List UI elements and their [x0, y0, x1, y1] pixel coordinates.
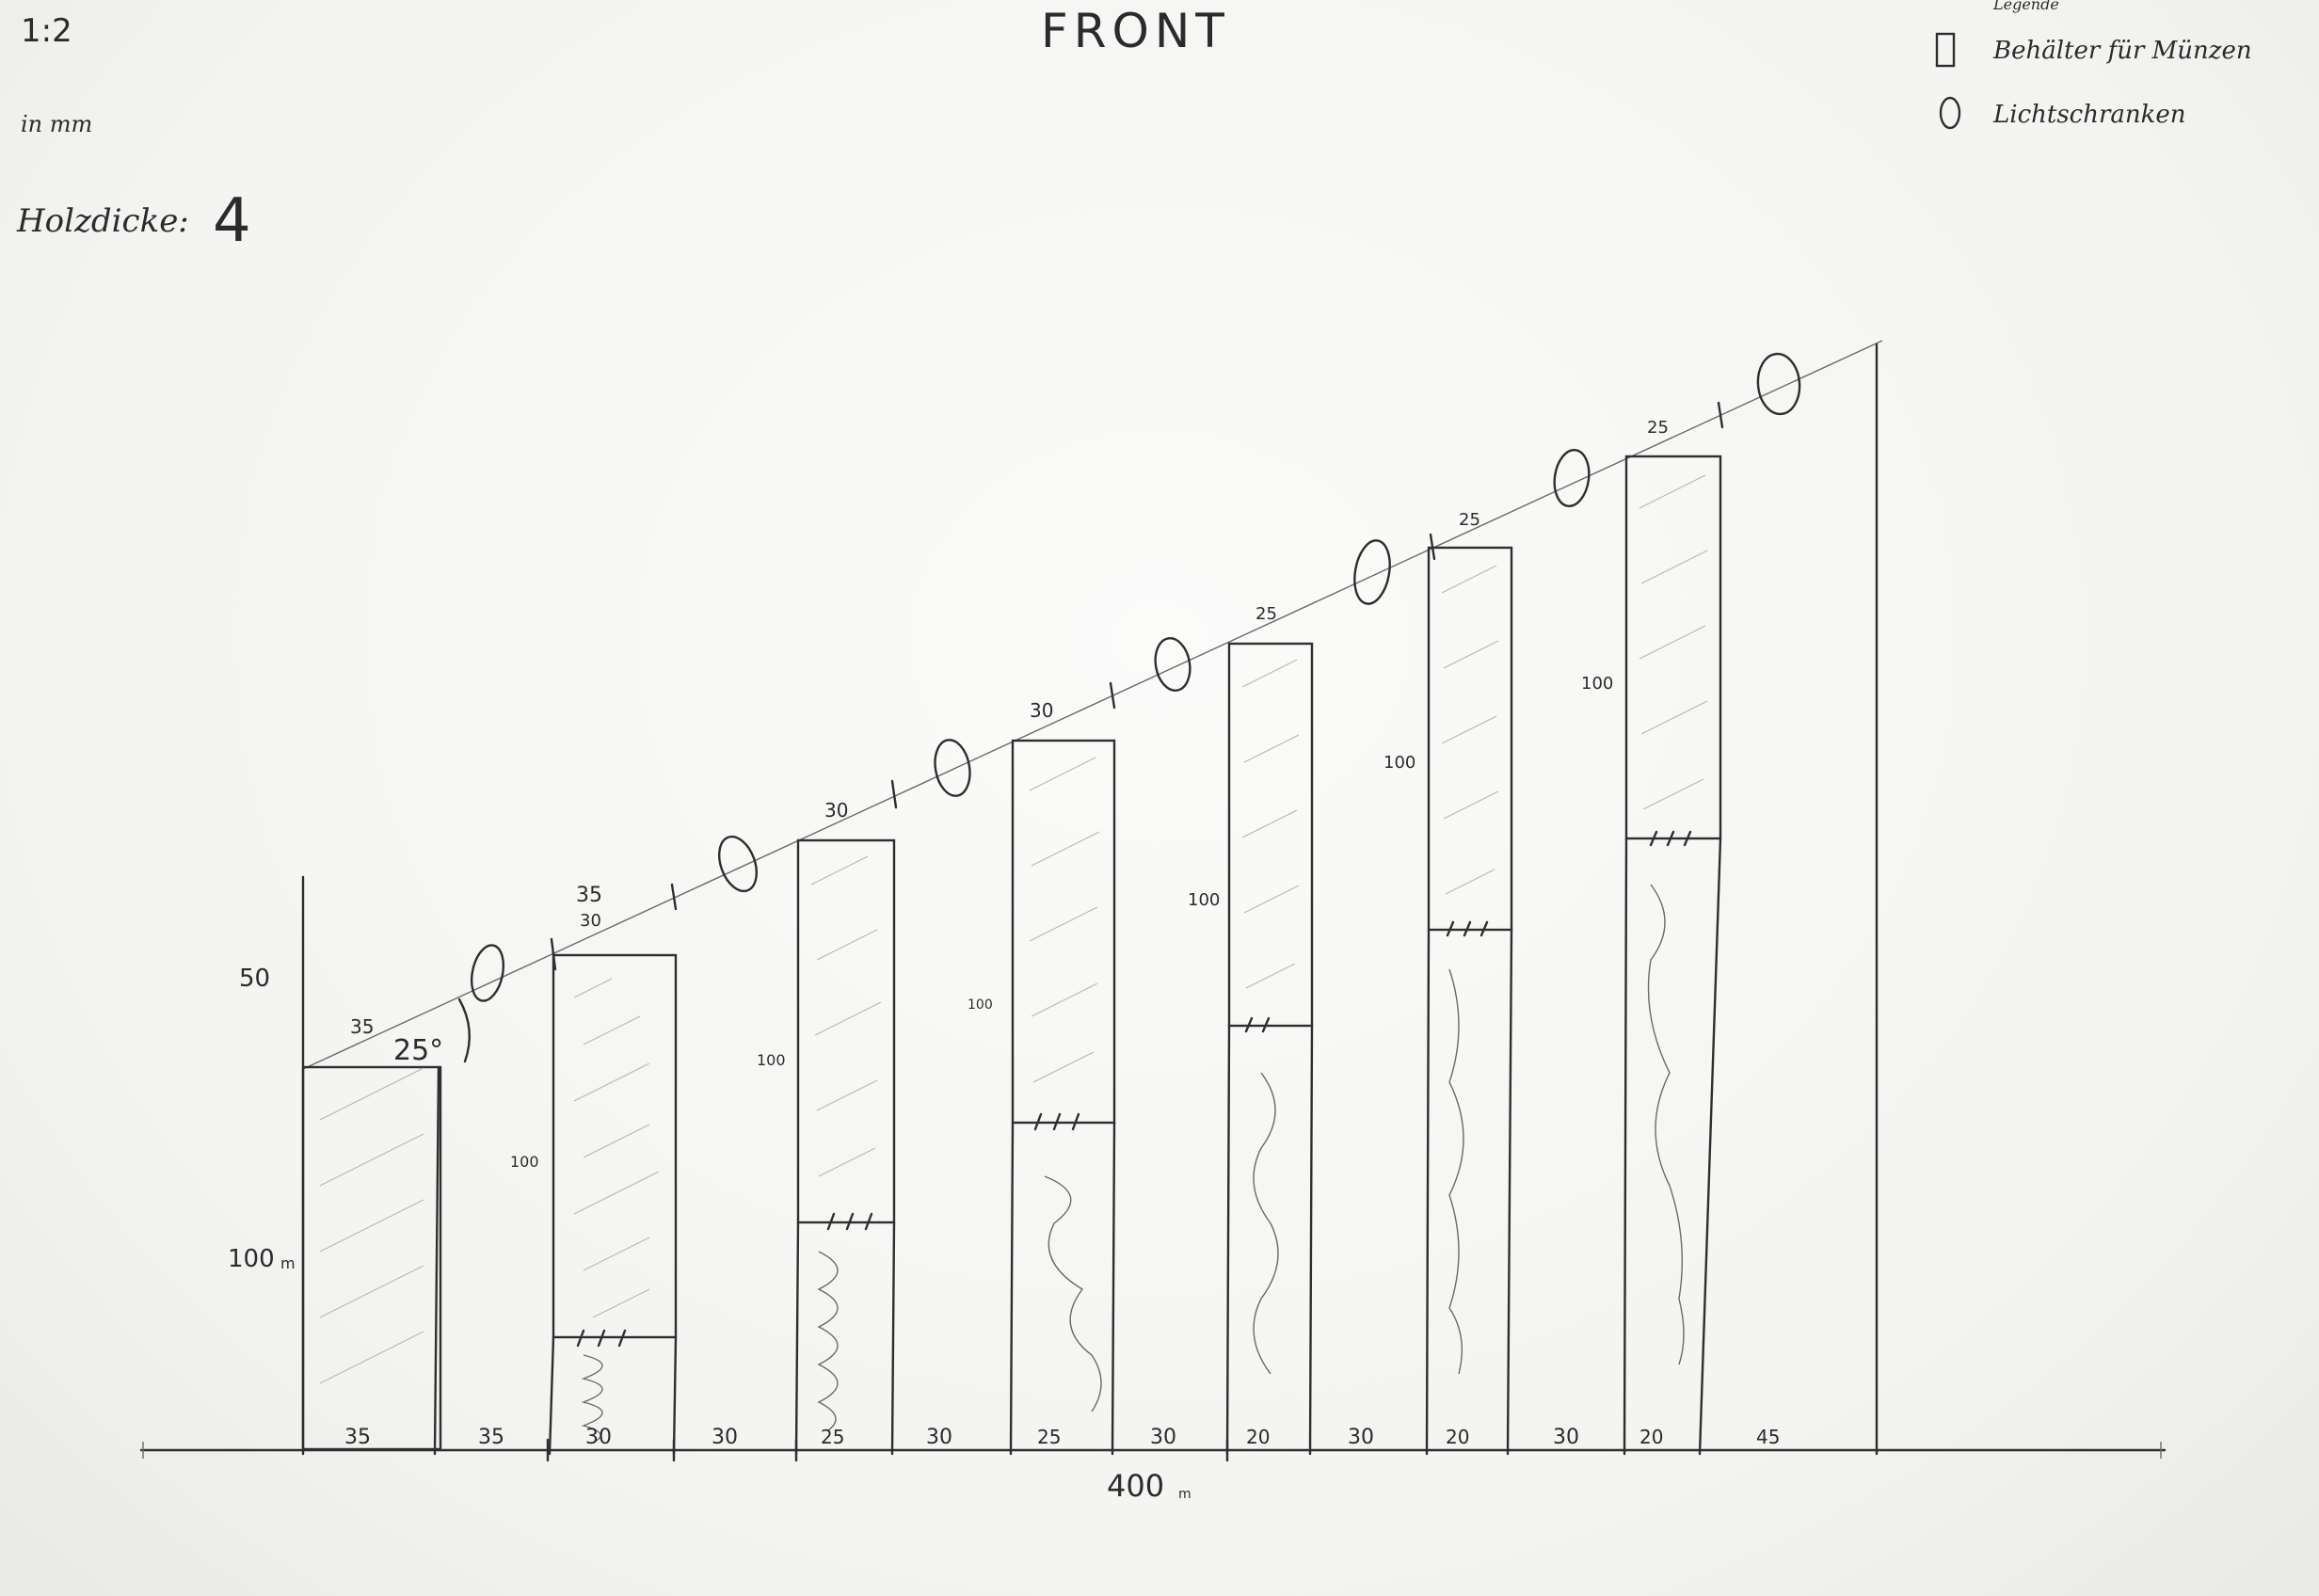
- column-5-leg-right: [1308, 1024, 1314, 1456]
- column-6-top-label: 25: [1459, 510, 1480, 530]
- segment-label: 35: [478, 1426, 504, 1449]
- column-2-height-label: 100: [510, 1153, 539, 1171]
- segment-label: 20: [1639, 1426, 1663, 1448]
- container-icon: [1935, 32, 1956, 68]
- ellipse-icon: [1939, 96, 1961, 130]
- light-barriers: [470, 352, 1801, 1002]
- segment-separators: [546, 1438, 1229, 1462]
- column-2-leg-left: [548, 1335, 555, 1456]
- bottom-segments: 35 35 30 30 25 30 25 30 20 30 20 30 20 4…: [344, 1426, 1780, 1449]
- ellipse-icon: [718, 835, 758, 893]
- segment-label: 25: [1037, 1426, 1061, 1448]
- column-1-top-label: 35: [350, 1015, 374, 1038]
- segment-label: 30: [926, 1426, 952, 1449]
- angle-label: 25°: [393, 1034, 443, 1067]
- column-4-leg-left: [1009, 1121, 1015, 1456]
- axis-label-bottom: 100: [228, 1245, 275, 1273]
- ellipse-icon: [1154, 637, 1191, 692]
- hatching: [319, 474, 1708, 1384]
- scale-label: 1:2: [21, 12, 72, 50]
- columns: [301, 455, 1722, 1456]
- segment-label: 30: [1553, 1426, 1579, 1449]
- wood-thickness-label: Holzdicke:: [16, 202, 189, 240]
- column-4-leg-right: [1111, 1121, 1116, 1456]
- column-4-height-label: 100: [968, 998, 993, 1013]
- column-6-container: [1427, 546, 1513, 932]
- segment-label: 30: [1348, 1426, 1374, 1449]
- segment-label: 20: [1446, 1426, 1469, 1448]
- axis-label-top: 50: [239, 965, 270, 993]
- column-3-top-label: 30: [824, 799, 848, 822]
- segment-label: 25: [821, 1426, 844, 1448]
- column-4-top-label: 30: [1030, 699, 1053, 722]
- unit-label: in mm: [21, 111, 92, 137]
- segment-label: 35: [344, 1426, 371, 1449]
- slope-line: [302, 340, 1883, 1070]
- column-3-leg-left: [794, 1221, 800, 1456]
- column-7-leg-right: [1698, 837, 1722, 1456]
- column-7-container: [1624, 455, 1722, 840]
- column-6-height-label: 100: [1383, 753, 1415, 773]
- column-3-container: [796, 838, 896, 1224]
- column-1-right: [433, 1065, 440, 1456]
- axis-unit: m: [280, 1254, 296, 1272]
- column-4-container: [1011, 739, 1116, 1125]
- column-5-container: [1227, 642, 1314, 1028]
- column-7-top-label: 25: [1647, 418, 1669, 438]
- column-7-height-label: 100: [1581, 674, 1613, 694]
- ellipse-icon: [1553, 448, 1591, 508]
- segment-label: 20: [1246, 1426, 1270, 1448]
- column-2-top-label: 35: [576, 884, 602, 907]
- column-7-leg-left: [1623, 837, 1628, 1456]
- column-1: [301, 1065, 442, 1451]
- segment-label: 45: [1756, 1426, 1780, 1448]
- column-6-leg-right: [1506, 928, 1513, 1456]
- wood-thickness-value: 4: [213, 186, 251, 256]
- ellipse-icon: [1353, 539, 1391, 605]
- segment-label: 30: [712, 1426, 738, 1449]
- tick-marks: [576, 830, 1692, 1348]
- slope-ticks: [550, 401, 1724, 971]
- leg-squiggles: [581, 884, 1685, 1444]
- column-3-height-label: 100: [757, 1051, 786, 1069]
- column-5-leg-left: [1225, 1024, 1231, 1456]
- column-2-container: [552, 953, 678, 1339]
- column-5-top-label: 25: [1255, 604, 1277, 624]
- segment-label: 30: [1150, 1426, 1176, 1449]
- legend-item-lightbarrier: Lichtschranken: [1992, 101, 2186, 129]
- page-title: FRONT: [1041, 4, 1230, 58]
- total-unit: m: [1178, 1487, 1191, 1502]
- column-2-top-label-alt: 30: [580, 911, 601, 931]
- column-5-height-label: 100: [1188, 890, 1220, 910]
- segment-label: 30: [585, 1426, 612, 1449]
- ellipse-icon: [934, 739, 971, 797]
- column-2-leg-right: [672, 1335, 678, 1456]
- total-length: 400: [1107, 1468, 1164, 1504]
- ellipse-icon: [470, 944, 505, 1002]
- legend-item-container: Behälter für Münzen: [1992, 37, 2252, 65]
- angle-arc: [457, 998, 471, 1063]
- column-6-leg-left: [1425, 928, 1431, 1456]
- legend-heading: Legende: [1992, 0, 2059, 13]
- column-3-leg-right: [890, 1221, 896, 1456]
- ellipse-icon: [1756, 352, 1801, 416]
